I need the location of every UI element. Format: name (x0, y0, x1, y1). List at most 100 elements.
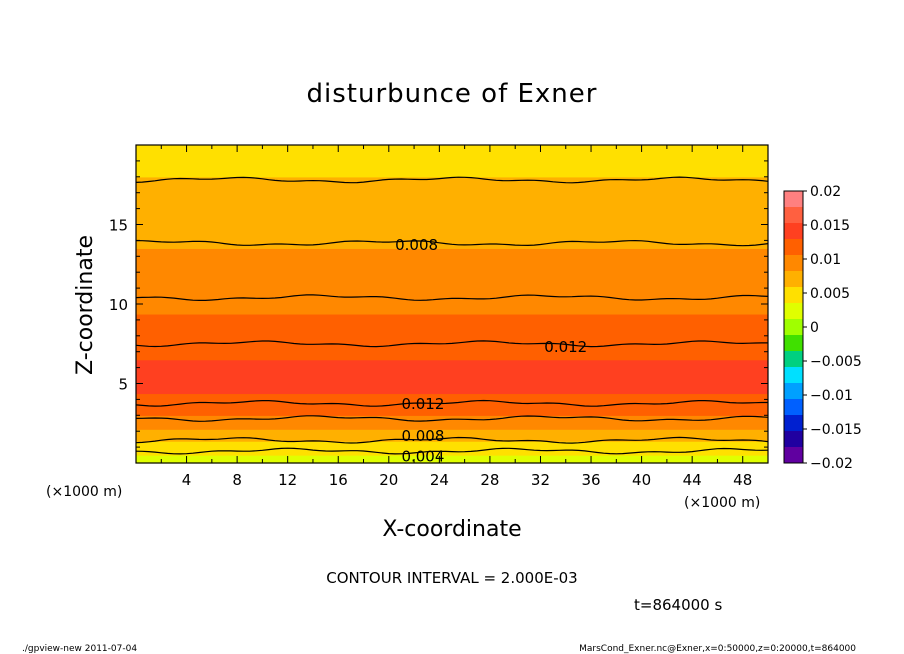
shading-band (136, 455, 768, 458)
shading-band (136, 184, 768, 188)
colorbar-swatch (784, 223, 803, 240)
shading-band (136, 459, 768, 462)
shading-band (136, 194, 768, 198)
shading-band (136, 347, 768, 351)
shading-band (136, 393, 768, 397)
shading-band (136, 234, 768, 238)
shading-band (136, 286, 768, 289)
colorbar-swatch (784, 399, 803, 416)
colorbar-swatch (784, 447, 803, 464)
shading-band (136, 145, 768, 148)
contour-label: 0.012 (401, 395, 444, 413)
shading-band (136, 431, 768, 434)
contour-line (135, 239, 769, 247)
colorbar-swatch (784, 319, 803, 336)
shading-band (136, 152, 768, 156)
colorbar: 0.02 0.015 0.01 0.005 0 −0.005 −0.01 −0.015 −0.0… (783, 184, 862, 472)
shading-band (136, 451, 768, 454)
colorbar-tick-label: −0.02 (810, 456, 853, 472)
contour-label: 0.008 (395, 236, 438, 254)
shading-band (136, 268, 768, 271)
x-tick-label: 8 (232, 471, 242, 489)
colorbar-swatch (784, 255, 803, 272)
shading-band (136, 443, 768, 446)
shading-band (136, 206, 768, 210)
shading-band (136, 278, 768, 281)
shading-band (136, 174, 768, 178)
shading-band (136, 270, 768, 273)
shading-band (136, 296, 768, 299)
x-tick-label: 12 (278, 471, 297, 489)
shading-band (136, 383, 768, 387)
shading-band (136, 158, 768, 162)
shading-band (136, 375, 768, 379)
shading-band (136, 242, 768, 245)
colorbar-swatch (784, 351, 803, 368)
shading-band (136, 238, 768, 241)
contour-label: 0.012 (544, 338, 587, 356)
colorbar-tick-label: 0 (810, 320, 819, 336)
shading-band (136, 337, 768, 341)
shading-band (136, 274, 768, 277)
shading-band (136, 210, 768, 214)
shading-band (136, 427, 768, 430)
shading-band (136, 168, 768, 172)
shading-band (136, 166, 768, 170)
shading-band (136, 192, 768, 196)
shading-band (136, 298, 768, 301)
colorbar-tick-label: 0.02 (810, 184, 841, 200)
shading-band (136, 304, 768, 307)
shading-band (136, 397, 768, 400)
shading-band (136, 419, 768, 422)
contour-line (135, 436, 769, 444)
colorbar-swatch (784, 335, 803, 352)
shading-band (136, 351, 768, 355)
shading-band (136, 331, 768, 335)
shading-band (136, 226, 768, 230)
shading-band (136, 200, 768, 204)
shading-band (136, 353, 768, 357)
shading-band (136, 399, 768, 402)
x-tick-label: 32 (531, 471, 550, 489)
shading-band (136, 198, 768, 202)
shading-band (136, 258, 768, 261)
shading-band (136, 435, 768, 438)
chart-title: disturbunce of Exner (307, 79, 598, 109)
x-axis-label: X-coordinate (382, 517, 521, 542)
shading-band (136, 409, 768, 412)
colorbar-swatch (784, 191, 803, 208)
shading-band (136, 218, 768, 222)
colorbar-swatch (784, 207, 803, 224)
shading-band (136, 280, 768, 283)
shading-band (136, 457, 768, 460)
shading-band (136, 403, 768, 406)
shading-band (136, 252, 768, 255)
shading-band (136, 323, 768, 327)
colorbar-tick-label: −0.015 (810, 422, 862, 438)
shading-band (136, 220, 768, 224)
shading-band (136, 172, 768, 176)
colorbar-tick-label: 0.005 (810, 286, 850, 302)
shading-band (136, 282, 768, 285)
footer-left: ./gpview-new 2011-07-04 (22, 644, 137, 654)
shading-band (136, 355, 768, 359)
shading-band (136, 290, 768, 293)
shading-band (136, 164, 768, 168)
shading-band (136, 236, 768, 240)
shading-band (136, 439, 768, 442)
colorbar-swatch (784, 431, 803, 448)
shading-band (136, 178, 768, 182)
shading-band (136, 170, 768, 174)
shading-band (136, 264, 768, 267)
shading-band (136, 307, 768, 311)
shading-band (136, 433, 768, 436)
shading-band (136, 180, 768, 184)
shading-band (136, 373, 768, 377)
shading-band (136, 387, 768, 391)
shading-band (136, 385, 768, 389)
shading-band (136, 421, 768, 424)
shading-band (136, 150, 768, 154)
shading-band (136, 339, 768, 343)
shading-band (136, 327, 768, 331)
